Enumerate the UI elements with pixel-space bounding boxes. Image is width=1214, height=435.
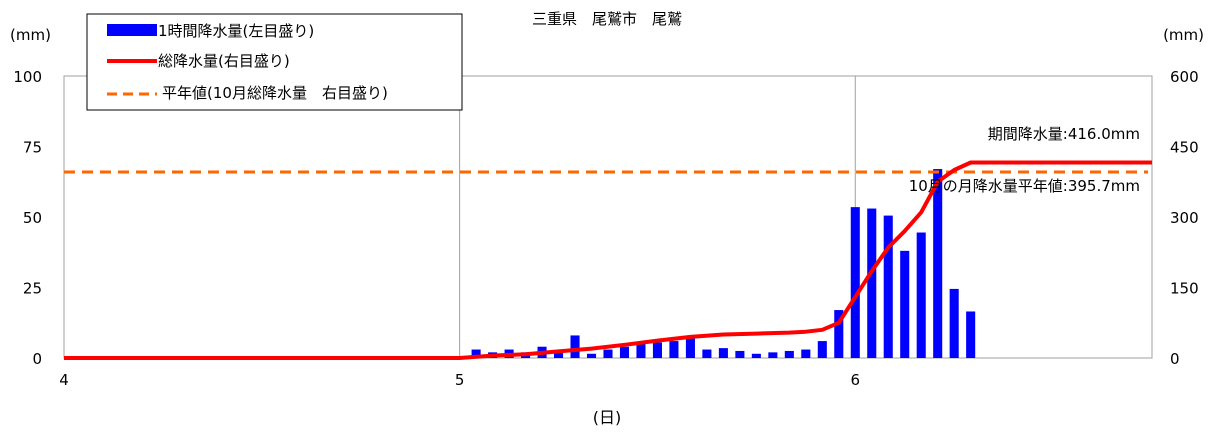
bar bbox=[834, 310, 844, 358]
chart-title: 三重県 尾鷲市 尾鷲 bbox=[532, 10, 682, 28]
bar bbox=[966, 311, 976, 358]
bar bbox=[685, 338, 695, 358]
legend-label-hourly: 1時間降水量(左目盛り) bbox=[158, 22, 314, 40]
x-tick-label: 4 bbox=[59, 371, 69, 389]
y-right-tick-label: 600 bbox=[1170, 68, 1199, 86]
y-left-tick-label: 50 bbox=[23, 209, 42, 227]
x-tick-label: 5 bbox=[455, 371, 465, 389]
bar bbox=[718, 348, 728, 358]
total-precipitation-annotation: 期間降水量:416.0mm bbox=[988, 125, 1140, 143]
legend-label-total: 総降水量(右目盛り) bbox=[158, 52, 290, 70]
x-axis-label: (日) bbox=[593, 408, 622, 427]
x-tick-label: 6 bbox=[850, 371, 860, 389]
bar bbox=[817, 341, 827, 358]
bar bbox=[586, 353, 597, 358]
bar bbox=[916, 232, 926, 358]
bar bbox=[949, 288, 959, 358]
bar bbox=[636, 343, 646, 358]
bar bbox=[471, 349, 481, 358]
bar bbox=[784, 350, 794, 358]
normal-precipitation-annotation: 10月の月降水量平年値:395.7mm bbox=[909, 177, 1140, 195]
y-left-tick-label: 0 bbox=[32, 350, 42, 368]
bar bbox=[702, 349, 712, 358]
bar bbox=[751, 353, 761, 358]
bar bbox=[801, 349, 811, 358]
y-left-unit: (mm) bbox=[10, 26, 51, 44]
bar bbox=[900, 250, 910, 358]
bar bbox=[669, 341, 679, 358]
y-right-tick-label: 300 bbox=[1170, 209, 1199, 227]
legend-label-normal: 平年値(10月総降水量 右目盛り) bbox=[162, 84, 388, 102]
y-left-tick-label: 75 bbox=[23, 139, 42, 157]
legend-bar-swatch bbox=[107, 24, 157, 36]
bar bbox=[554, 352, 564, 358]
bar bbox=[933, 169, 943, 358]
bar bbox=[768, 352, 778, 358]
y-left-tick-label: 25 bbox=[23, 280, 42, 298]
bar bbox=[652, 342, 662, 358]
y-right-unit: (mm) bbox=[1163, 26, 1204, 44]
legend: 1時間降水量(左目盛り) 総降水量(右目盛り) 平年値(10月総降水量 右目盛り… bbox=[86, 13, 463, 111]
bar bbox=[570, 335, 580, 358]
bar bbox=[867, 208, 877, 358]
bar bbox=[603, 349, 613, 358]
bar bbox=[850, 207, 860, 358]
bar bbox=[735, 350, 745, 358]
y-left-tick-label: 100 bbox=[13, 68, 42, 86]
plot-area bbox=[63, 75, 1153, 359]
y-right-tick-label: 0 bbox=[1170, 350, 1180, 368]
total-precipitation-line bbox=[64, 160, 1152, 360]
bar bbox=[883, 215, 893, 358]
y-right-tick-label: 150 bbox=[1170, 280, 1199, 298]
y-right-tick-label: 450 bbox=[1170, 139, 1199, 157]
bar bbox=[619, 346, 630, 358]
